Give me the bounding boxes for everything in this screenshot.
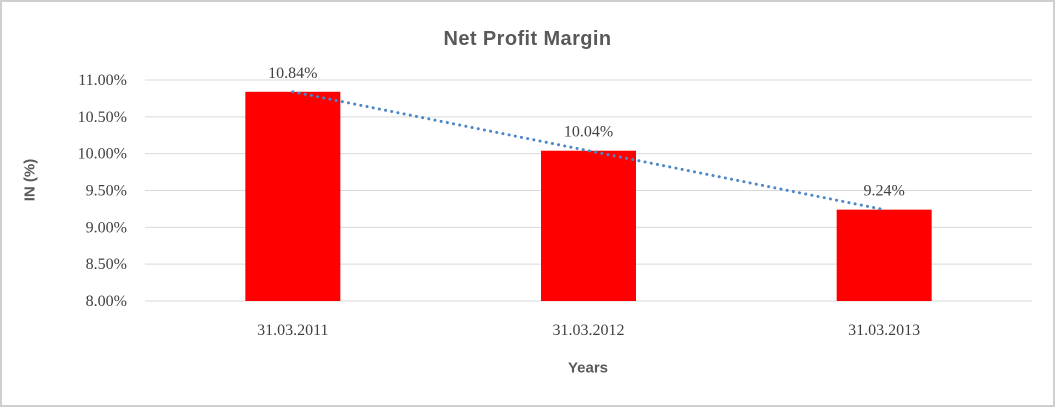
y-tick-label: 8.00%: [86, 293, 127, 310]
bar: [245, 91, 341, 301]
y-tick-label: 10.00%: [78, 146, 127, 163]
data-label: 10.04%: [564, 124, 613, 141]
data-label: 9.24%: [864, 183, 905, 200]
x-tick-label: 31.03.2012: [553, 322, 625, 339]
bar: [541, 150, 636, 301]
y-tick-label: 10.50%: [78, 109, 127, 126]
y-tick-label: 11.00%: [78, 72, 127, 89]
y-tick-label: 8.50%: [86, 256, 127, 273]
x-axis-title: Years: [567, 359, 609, 377]
data-label: 10.84%: [268, 65, 317, 82]
chart-title: Net Profit Margin: [443, 28, 612, 50]
x-tick-label: 31.03.2011: [257, 322, 328, 339]
y-tick-label: 9.50%: [86, 183, 127, 200]
x-tick-label: 31.03.2013: [848, 322, 920, 339]
y-tick-label: 9.00%: [86, 219, 127, 236]
trendline: [291, 90, 886, 212]
bar: [836, 209, 932, 301]
